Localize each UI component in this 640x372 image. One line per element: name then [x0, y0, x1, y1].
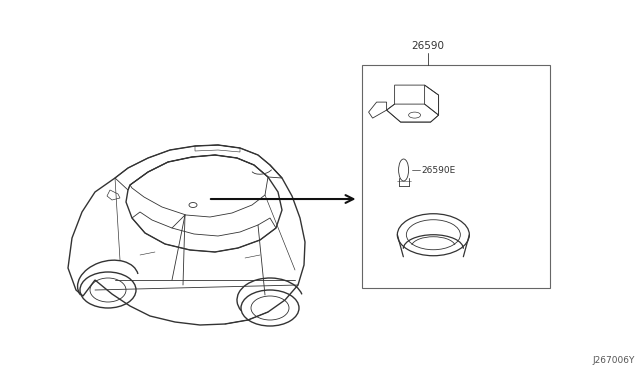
Text: J267006Y: J267006Y: [593, 356, 635, 365]
Text: 26590E: 26590E: [422, 166, 456, 174]
Bar: [362, 65, 550, 288]
Text: 26590: 26590: [411, 41, 444, 51]
